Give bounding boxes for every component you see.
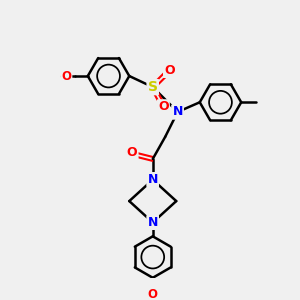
Text: O: O [148,288,158,300]
Text: O: O [164,64,175,77]
Text: O: O [164,64,175,77]
Text: O: O [158,100,169,113]
Text: N: N [148,173,158,186]
Text: N: N [172,105,183,119]
Text: S: S [148,80,158,94]
Text: O: O [127,146,137,159]
Text: O: O [61,70,71,83]
Text: N: N [148,173,158,186]
Text: O: O [61,70,71,83]
Text: N: N [148,216,158,229]
Text: S: S [148,80,158,94]
Text: N: N [172,105,183,119]
Text: N: N [148,216,158,229]
Text: O: O [127,146,137,159]
Text: O: O [158,100,169,113]
Text: O: O [148,288,158,300]
